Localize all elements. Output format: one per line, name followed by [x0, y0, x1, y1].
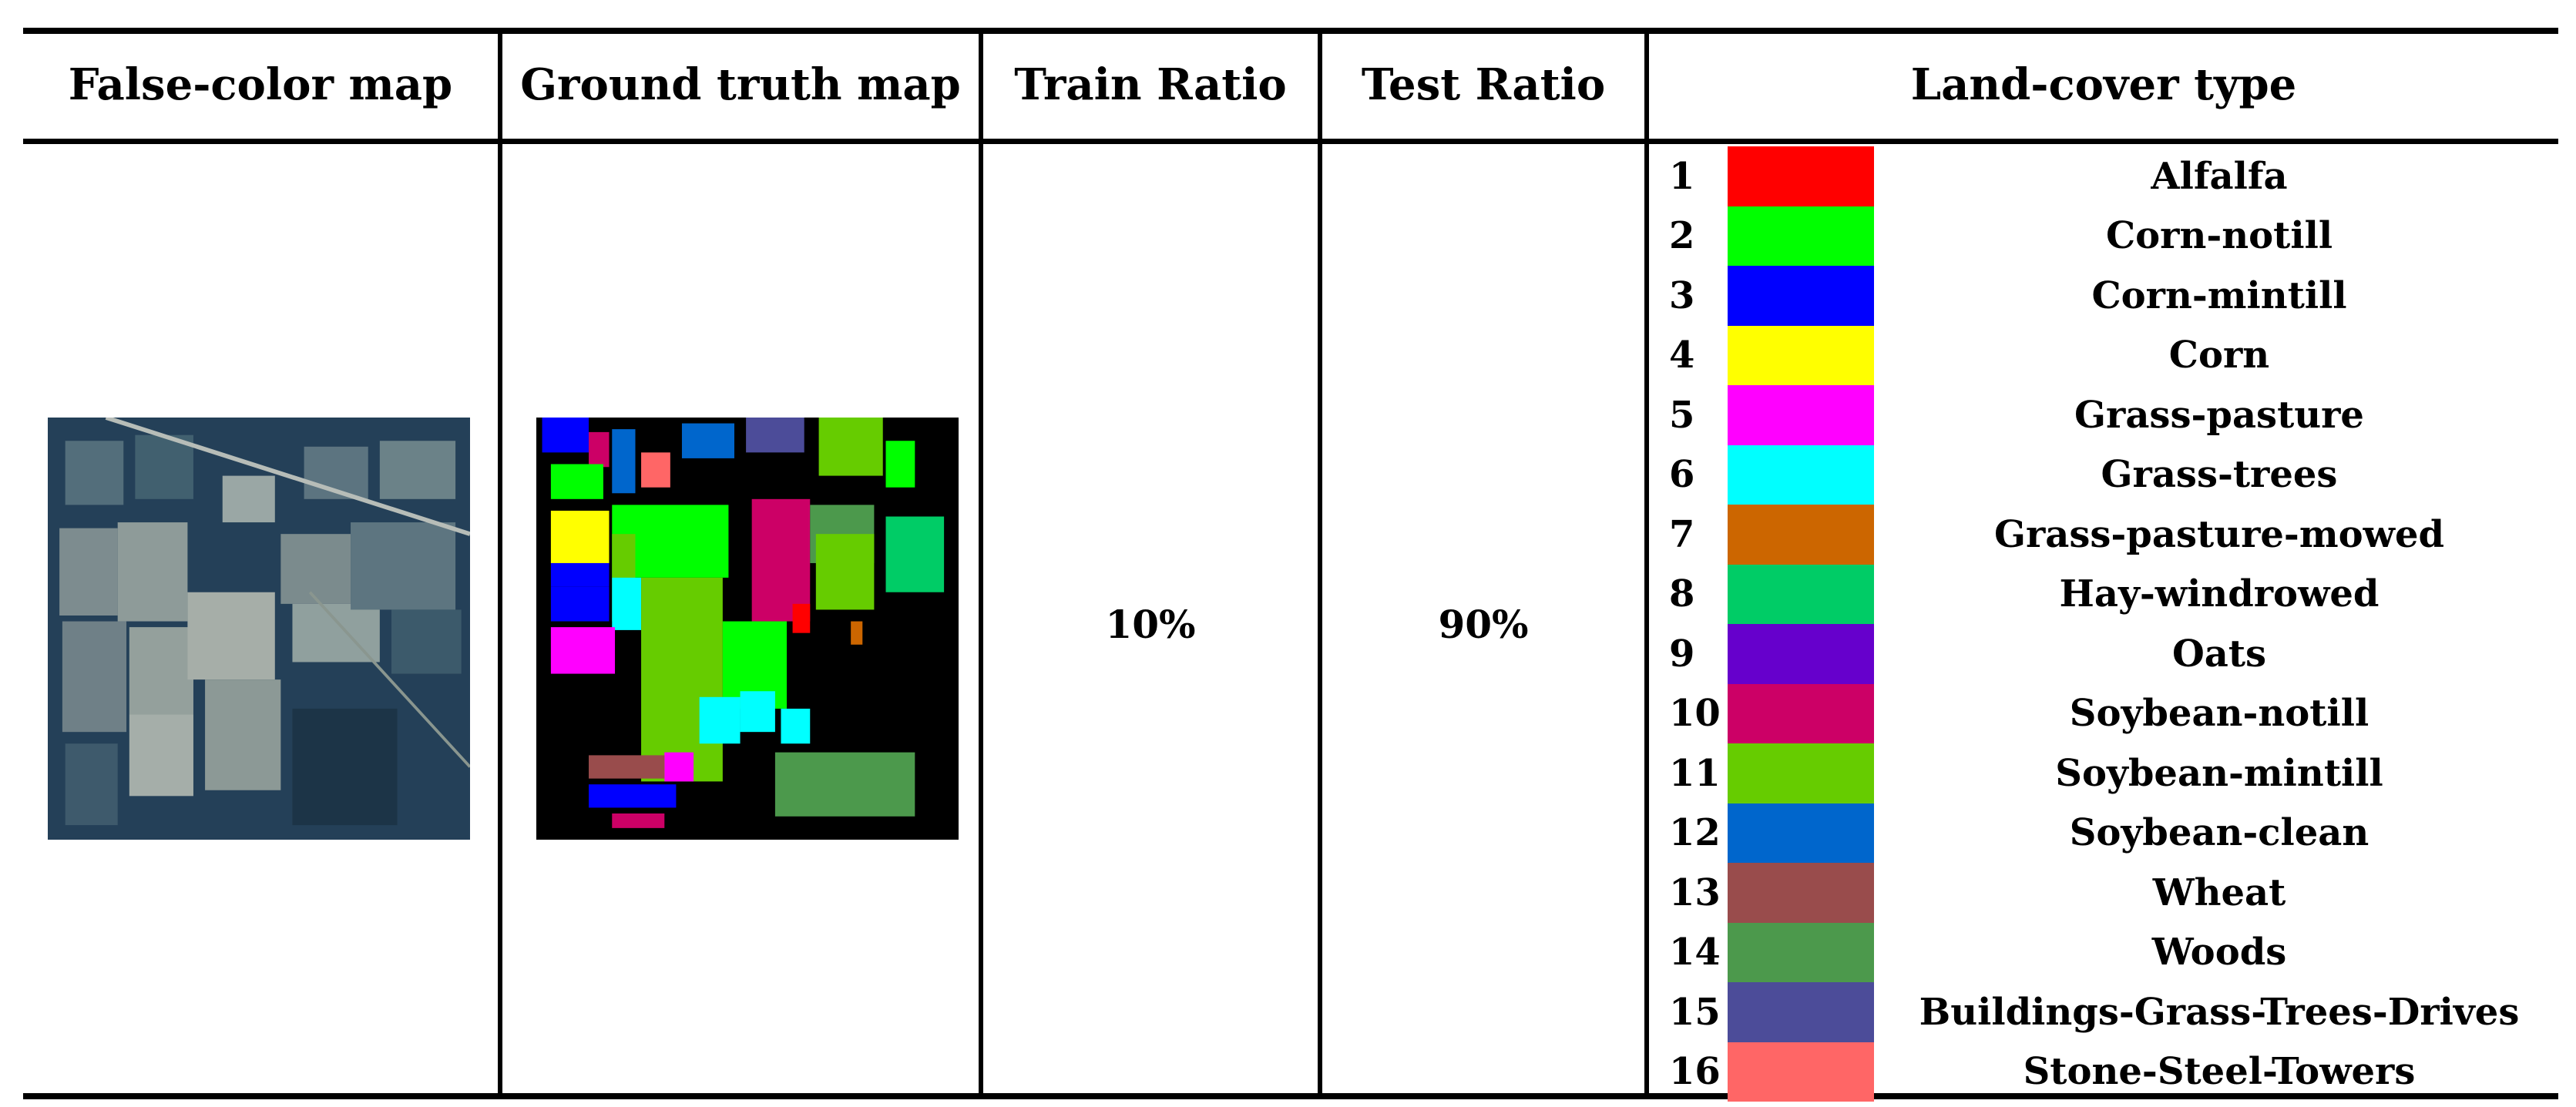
- col-sep-4: [1644, 28, 1649, 1099]
- legend-label: Corn: [2168, 334, 2270, 377]
- legend-row: 12 Soybean-clean: [1657, 803, 2543, 863]
- bottom-rule: [23, 1093, 2558, 1099]
- legend-number: 7: [1669, 512, 1695, 556]
- legend-number: 14: [1669, 931, 1721, 974]
- header-train-ratio: Train Ratio: [1014, 59, 1287, 110]
- legend-row: 13 Wheat: [1657, 863, 2543, 923]
- legend-label: Grass-trees: [2101, 453, 2338, 497]
- legend-color-swatch: [1728, 146, 1874, 206]
- legend-number: 12: [1669, 811, 1721, 855]
- header-rule: [23, 139, 2558, 144]
- legend-number: 2: [1669, 214, 1695, 258]
- legend-label: Alfalfa: [2151, 154, 2288, 198]
- legend-color-swatch: [1728, 564, 1874, 624]
- legend-row: 7 Grass-pasture-mowed: [1657, 505, 2543, 565]
- legend-color-swatch: [1728, 206, 1874, 266]
- legend-row: 14 Woods: [1657, 922, 2543, 982]
- legend-color-swatch: [1728, 863, 1874, 923]
- legend-color-swatch: [1728, 683, 1874, 743]
- legend-label: Wheat: [2152, 871, 2286, 914]
- legend-number: 13: [1669, 871, 1721, 914]
- legend-label: Soybean-clean: [2069, 811, 2369, 855]
- legend-number: 1: [1669, 154, 1695, 198]
- legend-label: Soybean-notill: [2069, 692, 2369, 736]
- legend-color-swatch: [1728, 266, 1874, 326]
- legend-row: 6 Grass-trees: [1657, 444, 2543, 505]
- legend-label: Woods: [2151, 931, 2287, 974]
- col-sep-1: [498, 28, 502, 1099]
- legend-number: 8: [1669, 572, 1695, 616]
- legend-number: 9: [1669, 632, 1695, 676]
- legend-row: 15 Buildings-Grass-Trees-Drives: [1657, 982, 2543, 1042]
- legend-color-swatch: [1728, 505, 1874, 565]
- legend-label: Corn-notill: [2105, 214, 2333, 258]
- col-sep-3: [1318, 28, 1322, 1099]
- legend-number: 11: [1669, 751, 1721, 795]
- legend-row: 8 Hay-windrowed: [1657, 564, 2543, 624]
- legend-color-swatch: [1728, 325, 1874, 385]
- legend-label: Grass-pasture: [2074, 393, 2364, 437]
- test-ratio-value: 90%: [1438, 601, 1529, 647]
- legend-label: Corn-mintill: [2091, 273, 2347, 317]
- legend-number: 3: [1669, 273, 1695, 317]
- false-color-image: [48, 418, 470, 840]
- top-rule: [23, 28, 2558, 34]
- legend-row: 5 Grass-pasture: [1657, 385, 2543, 445]
- legend-number: 16: [1669, 1050, 1721, 1094]
- legend-color-swatch: [1728, 982, 1874, 1042]
- legend-label: Grass-pasture-mowed: [1993, 512, 2445, 556]
- legend-number: 5: [1669, 393, 1695, 437]
- legend-label: Hay-windrowed: [2059, 572, 2380, 616]
- legend-color-swatch: [1728, 803, 1874, 863]
- header-false-color: False-color map: [68, 59, 453, 110]
- legend-row: 4 Corn: [1657, 325, 2543, 385]
- legend-row: 9 Oats: [1657, 624, 2543, 684]
- legend-row: 1 Alfalfa: [1657, 146, 2543, 206]
- legend-label: Stone-Steel-Towers: [2023, 1050, 2416, 1094]
- legend-row: 2 Corn-notill: [1657, 206, 2543, 266]
- legend-row: 3 Corn-mintill: [1657, 266, 2543, 326]
- legend-number: 4: [1669, 334, 1695, 377]
- legend-row: 11 Soybean-mintill: [1657, 743, 2543, 803]
- header-land-cover: Land-cover type: [1910, 59, 2297, 110]
- legend-number: 10: [1669, 692, 1721, 736]
- train-ratio-value: 10%: [1105, 601, 1196, 647]
- legend-color-swatch: [1728, 624, 1874, 684]
- legend-color-swatch: [1728, 444, 1874, 505]
- legend-number: 15: [1669, 990, 1721, 1034]
- legend-row: 10 Soybean-notill: [1657, 683, 2543, 743]
- legend-color-swatch: [1728, 922, 1874, 982]
- legend-row: 16 Stone-Steel-Towers: [1657, 1042, 2543, 1102]
- legend-number: 6: [1669, 453, 1695, 497]
- legend-color-swatch: [1728, 385, 1874, 445]
- col-sep-2: [979, 28, 983, 1099]
- legend-label: Oats: [2171, 632, 2267, 676]
- header-ground-truth: Ground truth map: [520, 59, 961, 110]
- legend-label: Buildings-Grass-Trees-Drives: [1919, 990, 2520, 1034]
- header-test-ratio: Test Ratio: [1361, 59, 1606, 110]
- legend-color-swatch: [1728, 1042, 1874, 1102]
- ground-truth-image: [536, 418, 959, 840]
- legend-label: Soybean-mintill: [2055, 751, 2383, 795]
- legend-color-swatch: [1728, 743, 1874, 803]
